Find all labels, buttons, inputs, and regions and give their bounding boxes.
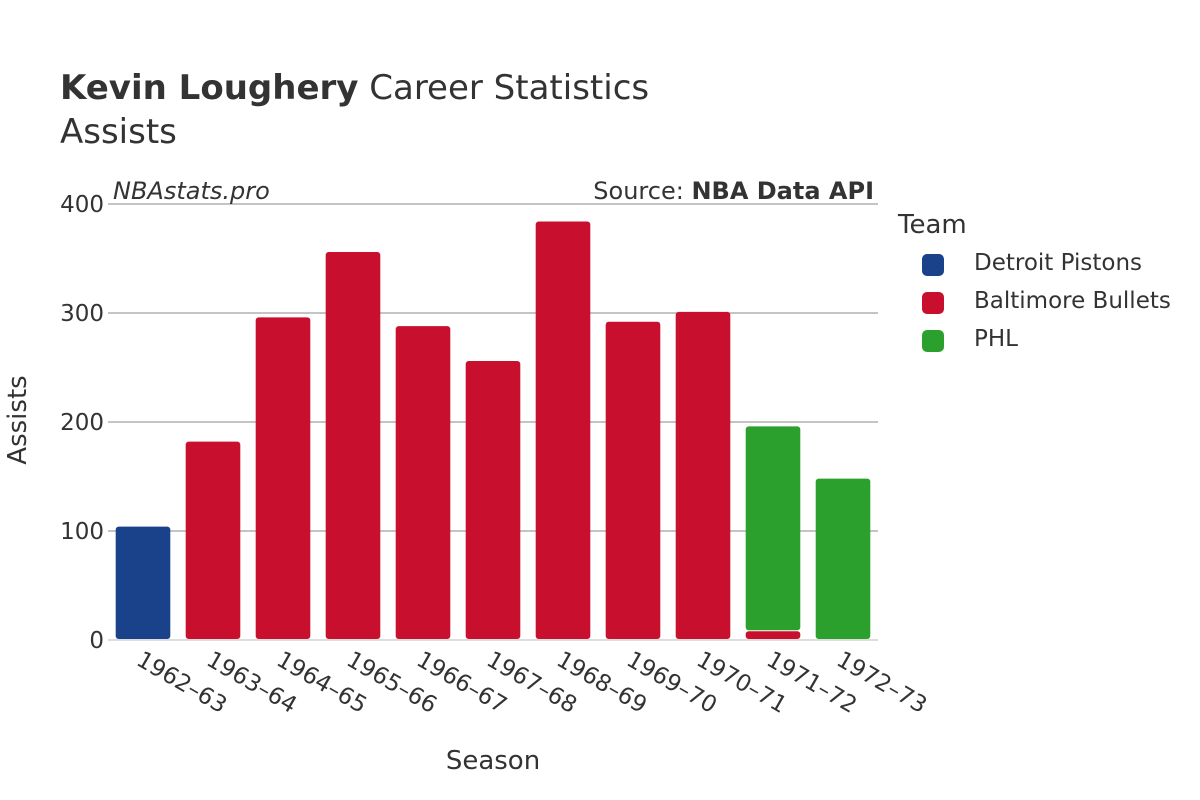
bars [115,221,871,639]
y-tick-label: 200 [60,410,104,436]
y-tick-label: 100 [60,519,104,545]
source-credit: Source: NBA Data API [593,177,874,205]
legend-item-baltimore-bullets[interactable]: Baltimore Bullets [898,288,1171,326]
legend-swatch-detroit-pistons [922,254,944,276]
x-tick-labels: 1962–631963–641964–651965–661966–671967–… [132,647,931,719]
legend: Team Detroit Pistons Baltimore Bullets P… [898,210,1171,364]
watermark: NBAstats.pro [113,177,270,205]
bar-1964–65-baltimore-bullets[interactable] [255,317,311,639]
bar-1972–73-phl[interactable] [815,478,871,639]
bar-1963–64-baltimore-bullets[interactable] [185,441,241,639]
y-tick-label: 400 [60,192,104,218]
bar-1966–67-baltimore-bullets[interactable] [395,326,451,639]
legend-title: Team [898,210,967,240]
chart-title: Kevin Loughery Career Statistics [60,68,649,108]
y-tick-label: 0 [89,628,104,654]
legend-label: PHL [974,326,1018,352]
legend-swatch-phl [922,330,944,352]
y-tick-labels: 0 100 200 300 400 [60,192,104,654]
bar-1971–72-phl[interactable] [745,426,801,631]
source-prefix: Source: [593,177,684,205]
y-axis-label: Assists [3,375,33,465]
legend-item-phl[interactable]: PHL [898,326,1018,364]
chart-subtitle: Assists [60,112,177,152]
bar-1971–72-baltimore-bullets[interactable] [745,631,801,639]
chart-title-rest: Career Statistics [369,68,650,108]
y-tick-label: 300 [60,301,104,327]
source-name: NBA Data API [691,177,874,205]
legend-swatch-baltimore-bullets [922,292,944,314]
bar-1970–71-baltimore-bullets[interactable] [675,311,731,639]
bar-1965–66-baltimore-bullets[interactable] [325,251,381,639]
x-axis-label: Season [445,746,541,776]
legend-label: Baltimore Bullets [974,288,1171,314]
legend-label: Detroit Pistons [974,250,1143,276]
bar-1967–68-baltimore-bullets[interactable] [465,360,521,639]
legend-item-detroit-pistons[interactable]: Detroit Pistons [898,250,1142,288]
bar-1968–69-baltimore-bullets[interactable] [535,221,591,639]
chart-title-bold: Kevin Loughery [60,68,359,108]
bar-1969–70-baltimore-bullets[interactable] [605,321,661,639]
bar-1962–63-detroit-pistons[interactable] [115,526,171,639]
